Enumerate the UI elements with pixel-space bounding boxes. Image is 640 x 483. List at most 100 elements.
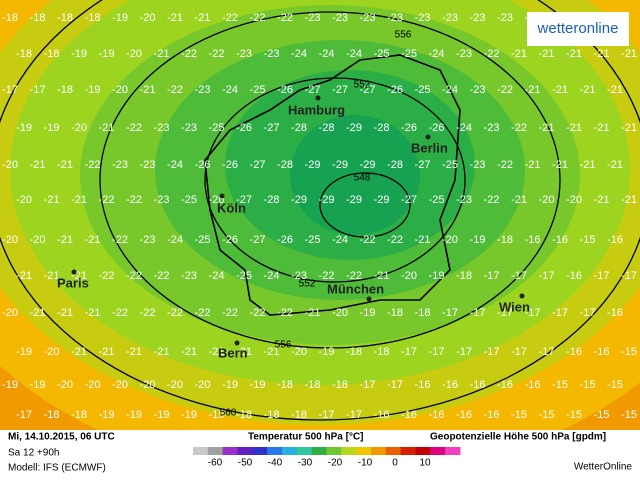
temperature-label: -22 — [484, 194, 500, 206]
temperature-label: -27 — [250, 159, 266, 171]
temperature-label: -21 — [209, 346, 225, 358]
temperature-label: -27 — [236, 194, 252, 206]
temperature-label: -15 — [552, 379, 568, 391]
temperature-label: -23 — [442, 12, 458, 24]
temperature-label: -17 — [594, 270, 610, 282]
temperature-label: -21 — [374, 270, 390, 282]
temperature-label: -22 — [112, 307, 128, 319]
temperature-label: -22 — [167, 84, 183, 96]
temperature-label: -20 — [57, 379, 73, 391]
temperature-label: -26 — [222, 159, 238, 171]
temperature-label: -21 — [511, 194, 527, 206]
temperature-label: -18 — [236, 409, 252, 421]
temperature-label: -17 — [387, 379, 403, 391]
scale-tick: -40 — [268, 458, 283, 469]
temperature-label: -21 — [594, 194, 610, 206]
temperature-label: -16 — [429, 409, 445, 421]
scale-swatch — [207, 447, 224, 455]
temperature-label: -18 — [346, 346, 362, 358]
temperature-label: -19 — [44, 122, 60, 134]
temperature-label: -28 — [291, 122, 307, 134]
temperature-label: -21 — [167, 12, 183, 24]
temperature-label: -18 — [16, 48, 32, 60]
temperature-label: -23 — [236, 48, 252, 60]
temperature-label: -21 — [566, 122, 582, 134]
temperature-label: -24 — [319, 48, 335, 60]
temperature-label: -23 — [456, 194, 472, 206]
temperature-label: -20 — [167, 379, 183, 391]
temperature-label: -15 — [621, 409, 637, 421]
temperature-label: -15 — [594, 409, 610, 421]
scale-swatch — [385, 447, 402, 455]
city-name: Bern — [218, 345, 248, 360]
temperature-label: -22 — [126, 270, 142, 282]
scale-tick: 0 — [392, 458, 398, 469]
scale-swatch — [222, 447, 238, 455]
temperature-label: -23 — [181, 270, 197, 282]
temperature-label: -20 — [71, 122, 87, 134]
temperature-label: -20 — [442, 234, 458, 246]
contour-label: 556 — [395, 30, 412, 41]
scale-swatch — [445, 447, 461, 455]
temperature-label: -23 — [470, 159, 486, 171]
temperature-label: -21 — [539, 122, 555, 134]
temperature-label: -17 — [539, 270, 555, 282]
temperature-label: -21 — [140, 84, 156, 96]
temperature-label: -24 — [456, 122, 472, 134]
temperature-label: -21 — [305, 307, 321, 319]
temperature-label: -18 — [57, 12, 73, 24]
temperature-label: -22 — [497, 159, 513, 171]
temperature-label: -21 — [525, 159, 541, 171]
temperature-label: -18 — [44, 48, 60, 60]
temperature-label: -18 — [71, 409, 87, 421]
temperature-label: -23 — [140, 234, 156, 246]
temperature-label: -21 — [264, 346, 280, 358]
temperature-label: -18 — [2, 12, 18, 24]
temperature-label: -16 — [442, 379, 458, 391]
temperature-label: -16 — [566, 270, 582, 282]
contour-label: 560 — [220, 408, 237, 419]
temperature-label: -24 — [346, 48, 362, 60]
temperature-label: -16 — [415, 379, 431, 391]
temperature-label: -22 — [154, 270, 170, 282]
temperature-label: -21 — [621, 48, 637, 60]
temperature-label: -17 — [429, 346, 445, 358]
scale-swatch — [400, 447, 416, 455]
temperature-label: -25 — [374, 48, 390, 60]
temperature-label: -21 — [594, 122, 610, 134]
temperature-label: -22 — [126, 194, 142, 206]
scale-tick: -60 — [208, 458, 223, 469]
temperature-label: -23 — [181, 122, 197, 134]
temperature-label: -16 — [525, 379, 541, 391]
temperature-label: -17 — [360, 379, 376, 391]
temperature-label: -19 — [154, 409, 170, 421]
temperature-label: -23 — [470, 84, 486, 96]
temperature-label: -17 — [319, 409, 335, 421]
temperature-label: -16 — [497, 379, 513, 391]
temperature-label: -18 — [374, 346, 390, 358]
temperature-label: -22 — [387, 234, 403, 246]
temperature-label: -19 — [126, 409, 142, 421]
scale-swatch — [267, 447, 283, 455]
logo: wetteronline — [537, 20, 619, 37]
temperature-label: -20 — [112, 379, 128, 391]
temperature-label: -26 — [401, 122, 417, 134]
temperature-label: -22 — [167, 307, 183, 319]
city-dot — [519, 293, 525, 299]
temperature-label: -21 — [57, 234, 73, 246]
temperature-title: Temperatur 500 hPa [°C] — [248, 432, 364, 443]
temperature-label: -22 — [277, 307, 293, 319]
city-name: Hamburg — [288, 102, 345, 117]
scale-tick: 10 — [419, 458, 431, 469]
temperature-label: -22 — [140, 307, 156, 319]
temperature-label: -19 — [470, 234, 486, 246]
temperature-label: -19 — [99, 48, 115, 60]
temperature-label: -16 — [525, 234, 541, 246]
city-dot — [71, 269, 77, 275]
temperature-label: -21 — [607, 159, 623, 171]
temperature-label: -25 — [429, 194, 445, 206]
temperature-label: -25 — [401, 48, 417, 60]
temperature-label: -17 — [525, 307, 541, 319]
temperature-label: -19 — [250, 379, 266, 391]
temperature-label: -22 — [484, 48, 500, 60]
